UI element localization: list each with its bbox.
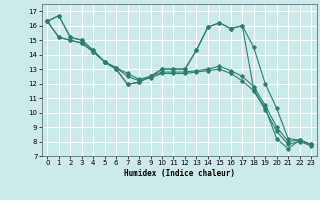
X-axis label: Humidex (Indice chaleur): Humidex (Indice chaleur) — [124, 169, 235, 178]
